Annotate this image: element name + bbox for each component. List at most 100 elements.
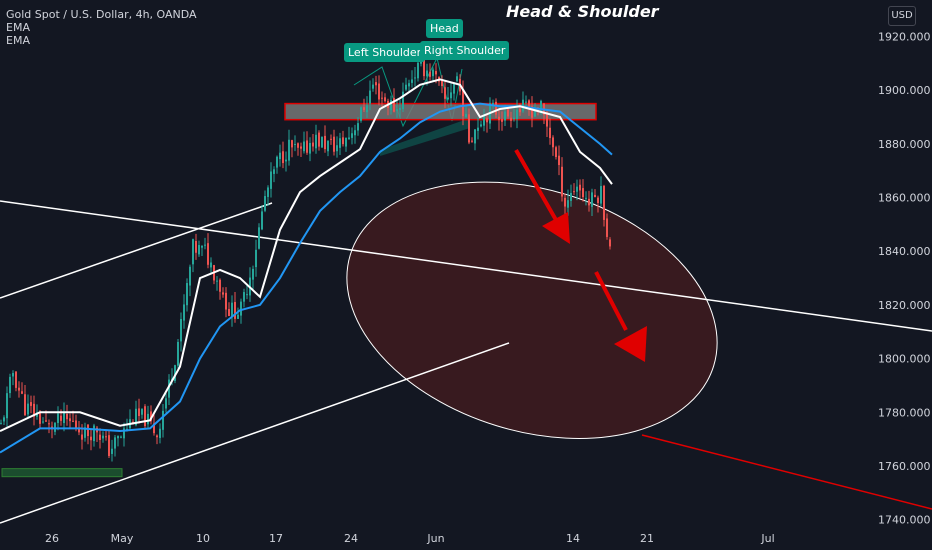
candle-body <box>606 218 608 237</box>
candle-body <box>405 84 407 90</box>
candle-body <box>516 109 518 119</box>
candle-body <box>351 133 353 138</box>
candle-body <box>63 411 65 424</box>
candle-body <box>603 185 605 220</box>
candle-body <box>528 100 530 109</box>
ema-fast-line[interactable] <box>0 78 613 432</box>
candle-body <box>375 82 377 86</box>
candle-body <box>444 87 446 99</box>
candle-body <box>0 422 2 424</box>
candle-body <box>210 262 212 268</box>
candle-body <box>219 279 221 292</box>
candle-body <box>471 140 473 142</box>
candle-body <box>141 408 143 415</box>
y-tick-label: 1780.000 <box>878 406 931 419</box>
candle-body <box>48 423 50 425</box>
candle-body <box>540 100 542 114</box>
candle-body <box>417 62 419 79</box>
candle-body <box>150 411 152 422</box>
candle-body <box>432 69 434 77</box>
candle-body <box>306 140 308 153</box>
candle-body <box>165 398 167 409</box>
channel-upper-line[interactable] <box>0 202 273 299</box>
channel-lower-line[interactable] <box>0 342 510 524</box>
target-zone-ellipse[interactable] <box>315 139 749 481</box>
ema-slow-line[interactable] <box>0 102 613 454</box>
pattern-title[interactable]: Head & Shoulder <box>506 2 659 21</box>
candle-body <box>504 111 506 121</box>
candle-body <box>369 90 371 104</box>
candle-body <box>585 197 587 199</box>
y-tick-label: 1740.000 <box>878 514 931 527</box>
candle-body <box>246 294 248 296</box>
candle-body <box>360 107 362 121</box>
candle-body <box>435 71 437 75</box>
candle-body <box>216 280 218 282</box>
symbol-label[interactable]: Gold Spot / U.S. Dollar, 4h, OANDA <box>6 8 197 21</box>
candle-body <box>519 108 521 113</box>
candle-body <box>468 114 470 143</box>
candle-body <box>135 408 137 426</box>
candle-body <box>18 387 20 391</box>
candle-body <box>108 435 110 456</box>
candle-body <box>3 417 5 422</box>
currency-badge[interactable]: USD <box>888 6 916 26</box>
left-shoulder-label[interactable]: Left Shoulder <box>344 43 426 62</box>
candle-body <box>573 191 575 193</box>
ema-label-2[interactable]: EMA <box>6 34 30 47</box>
candle-body <box>456 76 458 82</box>
candle-body <box>582 188 584 198</box>
candle-body <box>465 113 467 118</box>
y-tick-label: 1760.000 <box>878 460 931 473</box>
support-zone[interactable] <box>1 468 123 478</box>
candle-body <box>204 244 206 246</box>
head-label[interactable]: Head <box>426 19 463 38</box>
candle-body <box>99 434 101 441</box>
candle-body <box>168 379 170 398</box>
candle-body <box>408 83 410 87</box>
candle-body <box>264 196 266 211</box>
candle-body <box>153 423 155 434</box>
candle-body <box>384 97 386 102</box>
candle-body <box>378 83 380 100</box>
candle-body <box>441 79 443 87</box>
ema-label-1[interactable]: EMA <box>6 21 30 34</box>
candle-body <box>234 302 236 319</box>
candle-body <box>33 403 35 417</box>
neckline-shade <box>380 118 470 156</box>
x-tick-label: 24 <box>344 532 358 545</box>
candle-body <box>225 292 227 310</box>
candle-body <box>510 117 512 121</box>
candle-body <box>12 373 14 377</box>
candle-body <box>78 428 80 433</box>
candle-body <box>120 436 122 438</box>
candle-body <box>267 187 269 197</box>
candle-body <box>549 127 551 139</box>
y-tick-label: 1900.000 <box>878 84 931 97</box>
candle-body <box>93 425 95 442</box>
right-shoulder-label[interactable]: Right Shoulder <box>420 41 510 60</box>
candle-body <box>402 91 404 110</box>
descending-trendline[interactable] <box>0 200 932 332</box>
candle-body <box>114 437 116 449</box>
candle-body <box>81 434 83 440</box>
candle-body <box>228 309 230 317</box>
candle-body <box>501 119 503 122</box>
candle-body <box>348 137 350 140</box>
candle-body <box>147 413 149 425</box>
candle-body <box>255 249 257 268</box>
down-arrow-head-2 <box>614 326 647 362</box>
y-tick-label: 1840.000 <box>878 245 931 258</box>
candle-body <box>534 110 536 117</box>
candle-body <box>546 112 548 127</box>
candle-body <box>156 435 158 438</box>
candle-body <box>345 137 347 147</box>
projection-line[interactable] <box>641 434 932 510</box>
candle-body <box>144 406 146 427</box>
candle-body <box>75 420 77 429</box>
candle-body <box>30 402 32 406</box>
candle-body <box>90 436 92 441</box>
candle-body <box>531 106 533 118</box>
down-arrow-shaft-1 <box>514 149 558 221</box>
